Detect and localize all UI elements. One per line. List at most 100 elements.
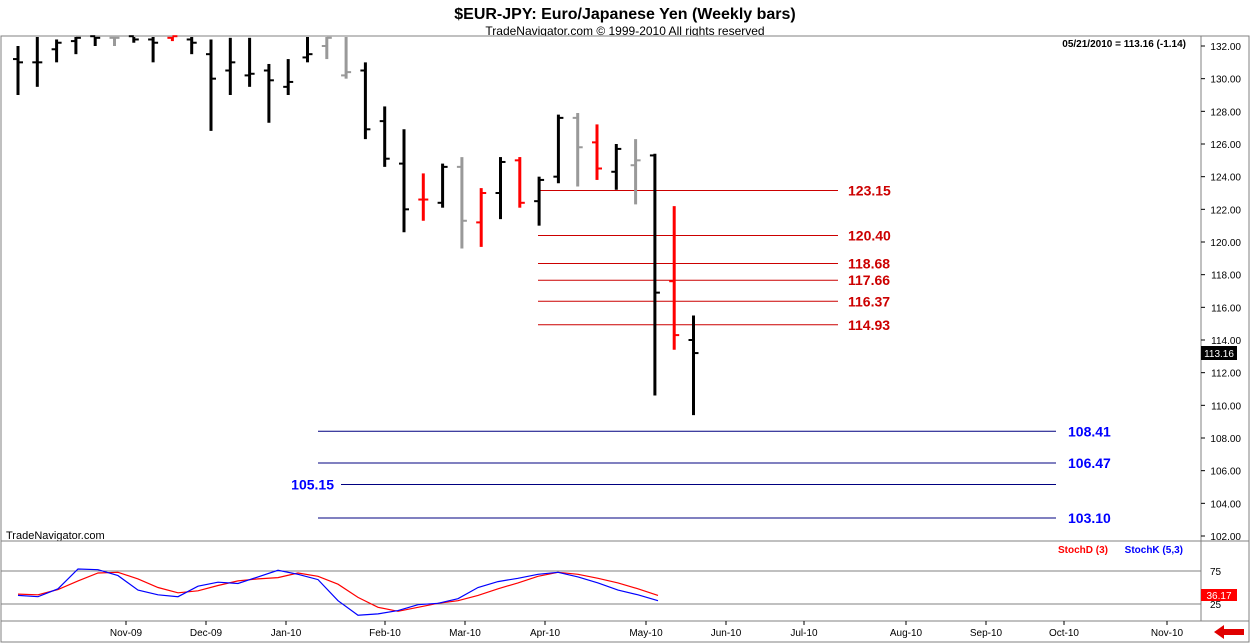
ohlc-bar — [418, 173, 429, 221]
price-tick-label: 130.00 — [1210, 75, 1241, 86]
price-tick-label: 116.00 — [1211, 303, 1241, 314]
stoch-tick-label: 75 — [1210, 567, 1222, 578]
ohlc-bar — [649, 153, 660, 396]
ohlc-bar — [244, 37, 255, 87]
ohlc-bar — [51, 39, 62, 63]
price-tick-label: 122.00 — [1210, 205, 1241, 216]
stoch-legend-k: StochK (5,3) — [1125, 545, 1183, 556]
stoch-last-tag — [1201, 589, 1237, 601]
ohlc-bar — [572, 112, 583, 187]
copyright-line: TradeNavigator.com © 1999-2010 All right… — [485, 24, 764, 38]
price-tick-label: 114.00 — [1211, 336, 1241, 347]
ohlc-bar — [206, 39, 216, 131]
chart-title: $EUR-JPY: Euro/Japanese Yen (Weekly bars… — [454, 6, 795, 23]
stoch-tick-label: 25 — [1210, 600, 1222, 611]
watermark: TradeNavigator.com — [6, 530, 105, 542]
stoch-reference-lines — [1, 570, 1201, 605]
price-axis-ticks: 102.00 104.00 106.00 108.00 110.00 112.00 114.… — [1201, 42, 1241, 543]
price-tick-label: 108.00 — [1210, 434, 1241, 445]
price-panel[interactable] — [0, 35, 1202, 542]
time-tick-label: Dec-09 — [190, 628, 223, 639]
time-tick-label: Feb-10 — [369, 628, 401, 639]
ohlc-bar — [90, 35, 101, 46]
ohlc-bar — [514, 157, 525, 208]
ohlc-bar — [109, 36, 120, 46]
ohlc-bar — [379, 106, 390, 167]
stoch-k-line — [17, 568, 659, 616]
ohlc-bar — [611, 144, 622, 190]
price-tick-label: 104.00 — [1210, 499, 1241, 510]
ohlc-bar — [360, 62, 371, 140]
ohlc-bar — [456, 157, 467, 249]
time-tick-label: Jun-10 — [711, 628, 742, 639]
last-price-tag — [1201, 346, 1237, 360]
last-price-tag-text: 113.16 — [1204, 349, 1234, 360]
ohlc-bar — [13, 46, 23, 95]
ohlc-bar — [225, 37, 236, 95]
target-level-label: 105.15 — [291, 477, 334, 493]
time-axis — [0, 620, 1250, 643]
price-tick-label: 110.00 — [1211, 401, 1241, 412]
price-tick-label: 128.00 — [1210, 107, 1241, 118]
price-tick-label: 102.00 — [1210, 532, 1241, 543]
ohlc-bar — [167, 35, 178, 42]
time-tick-label: Mar-10 — [449, 628, 481, 639]
price-tick-label: 118.00 — [1211, 271, 1241, 282]
fib-level-label: 123.15 — [848, 183, 891, 199]
price-info: 05/21/2010 = 113.16 (-1.14) — [1062, 39, 1186, 50]
price-tick-label: 120.00 — [1210, 238, 1241, 249]
ohlc-bar — [32, 37, 43, 87]
ohlc-bar — [263, 63, 274, 123]
fib-level-label: 118.68 — [848, 256, 890, 272]
fib-level-label: 117.66 — [848, 272, 890, 288]
ohlc-bar — [399, 129, 409, 233]
time-tick-label: Nov-09 — [110, 628, 143, 639]
target-level-label: 103.10 — [1068, 510, 1111, 526]
price-tick-label: 124.00 — [1210, 173, 1241, 184]
scroll-left-arrow-icon[interactable] — [1212, 624, 1246, 640]
price-bars — [13, 35, 699, 416]
fib-level-label: 114.93 — [848, 317, 890, 333]
ohlc-bar — [592, 124, 602, 180]
stoch-axis — [1200, 540, 1250, 622]
time-tick-label: Aug-10 — [890, 628, 923, 639]
ohlc-bar — [534, 176, 545, 226]
time-tick-label: Apr-10 — [530, 628, 560, 639]
ohlc-bar — [302, 37, 313, 63]
price-tick-label: 132.00 — [1210, 42, 1241, 53]
ohlc-bar — [630, 139, 641, 205]
ohlc-bar — [128, 35, 139, 43]
ohlc-bar — [688, 315, 699, 416]
ohlc-bar — [495, 157, 506, 220]
price-axis — [1200, 35, 1250, 542]
time-tick-label: Jan-10 — [271, 628, 302, 639]
time-tick-label: May-10 — [629, 628, 663, 639]
ohlc-bar — [283, 59, 294, 95]
target-level-label: 108.41 — [1068, 423, 1111, 439]
price-tick-label: 126.00 — [1210, 140, 1241, 151]
stoch-panel[interactable] — [0, 540, 1202, 622]
stoch-lines — [17, 568, 659, 616]
stoch-axis-ticks: 75 25 — [1210, 567, 1222, 611]
price-tick-label: 106.00 — [1210, 467, 1241, 478]
time-tick-label: Nov-10 — [1151, 628, 1184, 639]
fib-level-label: 120.40 — [848, 227, 891, 243]
time-axis-labels: Nov-09 Dec-09 Jan-10 Feb-10 Mar-10 Apr-10 May-… — [110, 621, 1184, 639]
time-tick-label: Jul-10 — [790, 628, 818, 639]
time-tick-label: Sep-10 — [970, 628, 1003, 639]
target-level-label: 106.47 — [1068, 455, 1111, 471]
ohlc-bar — [437, 163, 448, 208]
stoch-legend-d: StochD (3) — [1058, 545, 1108, 556]
time-tick-label: Oct-10 — [1049, 628, 1079, 639]
ohlc-bar — [341, 37, 352, 79]
ohlc-bar — [476, 188, 487, 247]
ohlc-bar — [148, 37, 159, 63]
ohlc-bar — [669, 206, 680, 350]
ohlc-bar — [186, 37, 197, 55]
ohlc-bar — [321, 36, 332, 60]
ohlc-bar — [553, 114, 564, 184]
ohlc-bar — [70, 36, 81, 55]
price-tick-label: 112.00 — [1211, 369, 1241, 380]
